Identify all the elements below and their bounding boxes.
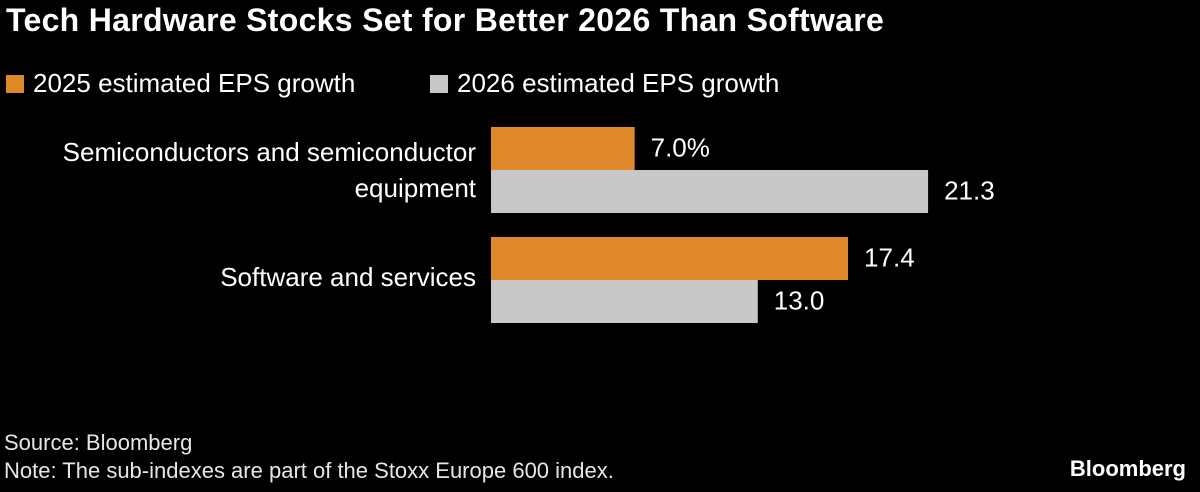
value-label: 21.3 xyxy=(944,175,995,205)
brand-logo: Bloomberg xyxy=(1069,456,1186,481)
category-label: Semiconductors and semiconductor equipme… xyxy=(62,137,476,203)
value-label: 13.0 xyxy=(774,285,825,315)
legend-swatch xyxy=(430,74,448,93)
bar xyxy=(491,237,849,280)
bar xyxy=(491,127,635,170)
legend-swatch xyxy=(6,74,24,93)
bar xyxy=(491,170,929,213)
bar xyxy=(491,280,758,323)
category-label: Software and services xyxy=(220,262,476,292)
legend-item: 2025 estimated EPS growth xyxy=(6,68,355,99)
value-label: 7.0% xyxy=(651,132,710,162)
legend-label: 2026 estimated EPS growth xyxy=(457,68,780,98)
chart-title: Tech Hardware Stocks Set for Better 2026… xyxy=(6,2,885,38)
note: Note: The sub-indexes are part of the St… xyxy=(4,458,614,483)
legend-item: 2026 estimated EPS growth xyxy=(430,68,779,99)
source: Source: Bloomberg xyxy=(4,430,193,455)
value-label: 17.4 xyxy=(864,242,915,272)
legend-label: 2025 estimated EPS growth xyxy=(33,68,356,98)
